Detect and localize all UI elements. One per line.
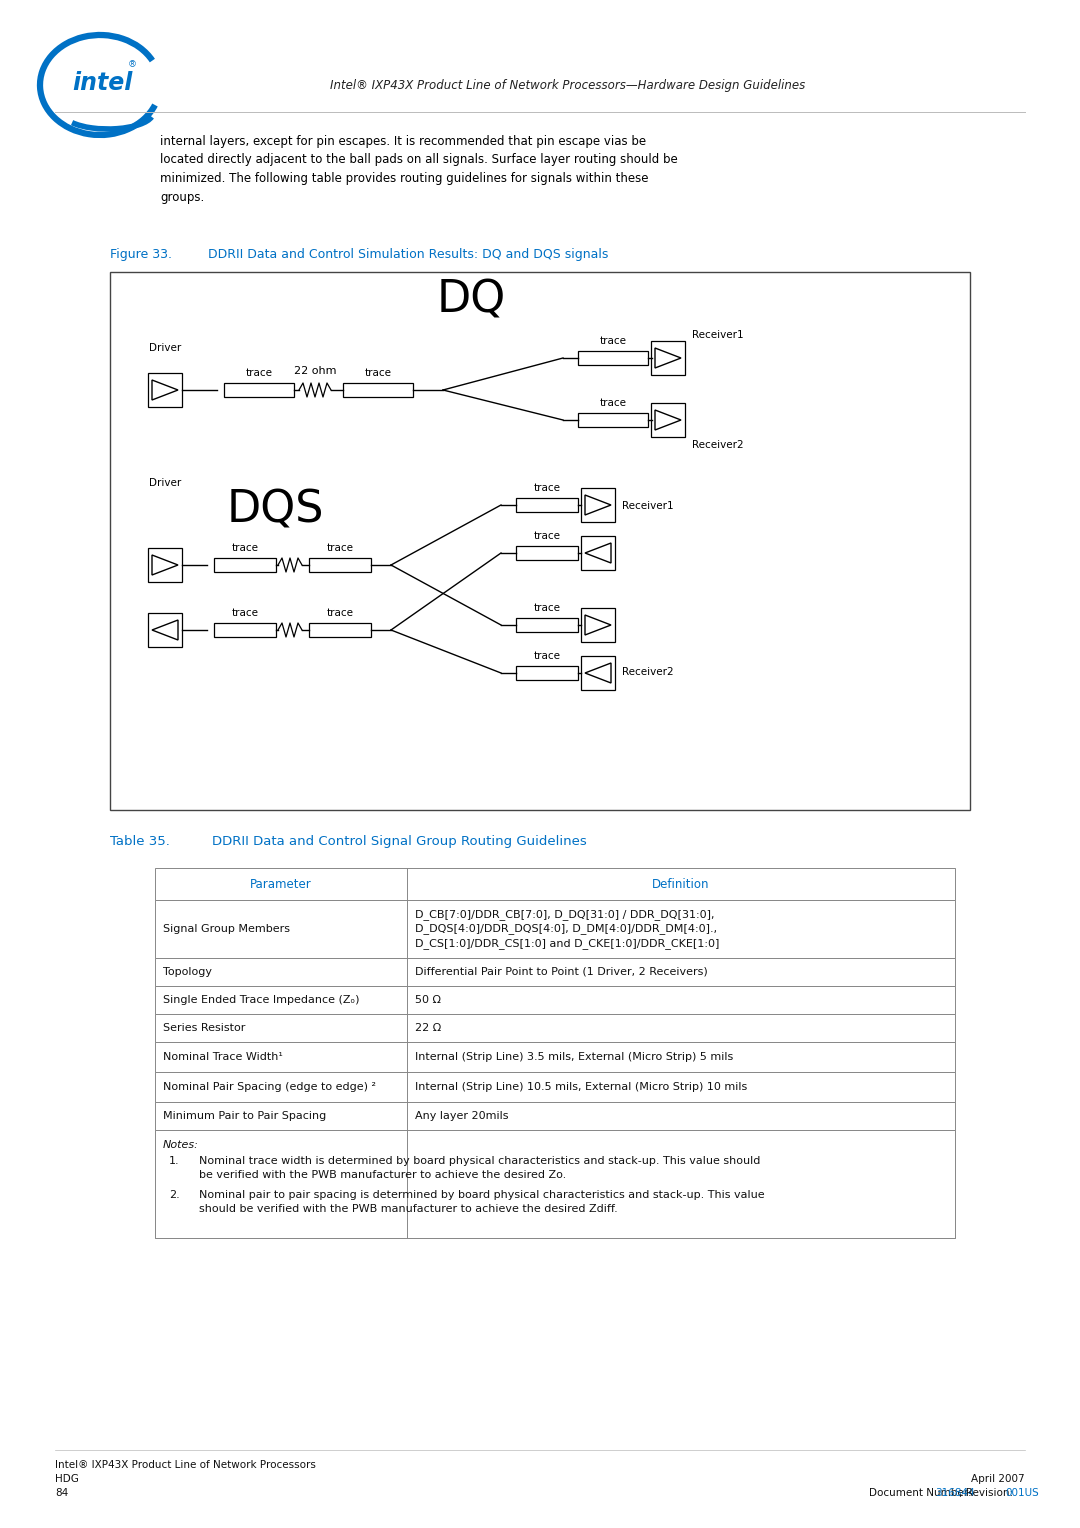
Text: trace: trace (599, 397, 626, 408)
Bar (214, 558, 276, 571)
Bar (581, 608, 615, 642)
Text: Internal (Strip Line) 3.5 mils, External (Micro Strip) 5 mils: Internal (Strip Line) 3.5 mils, External… (415, 1051, 733, 1062)
Text: Any layer 20mils: Any layer 20mils (415, 1111, 509, 1122)
Text: Receiver1: Receiver1 (622, 501, 674, 510)
Bar (148, 373, 183, 406)
Bar (156, 1042, 955, 1073)
Bar (156, 958, 955, 986)
Text: 22 ohm: 22 ohm (294, 367, 336, 376)
Bar (156, 868, 955, 900)
Text: Table 35.: Table 35. (110, 834, 170, 848)
Bar (516, 498, 578, 512)
Text: 84: 84 (55, 1488, 68, 1497)
Text: Topology: Topology (163, 967, 212, 976)
Text: trace: trace (326, 542, 353, 553)
Text: Parameter: Parameter (251, 877, 312, 891)
Text: trace: trace (599, 336, 626, 345)
Text: DQ: DQ (436, 278, 505, 321)
Text: Definition: Definition (652, 877, 710, 891)
Bar (309, 623, 372, 637)
Text: trace: trace (534, 532, 561, 541)
Text: Receiver2: Receiver2 (692, 440, 744, 451)
Bar (148, 613, 183, 646)
Text: 2.: 2. (168, 1190, 179, 1199)
Text: DDRII Data and Control Simulation Results: DQ and DQS signals: DDRII Data and Control Simulation Result… (208, 248, 608, 261)
Text: Receiver1: Receiver1 (692, 330, 744, 341)
Text: DQS: DQS (226, 489, 324, 532)
Bar (110, 272, 970, 810)
Bar (581, 487, 615, 523)
Text: trace: trace (245, 368, 272, 377)
Text: Document Number:: Document Number: (869, 1488, 975, 1497)
Text: trace: trace (534, 604, 561, 613)
Bar (343, 384, 413, 397)
Text: Intel® IXP43X Product Line of Network Processors—Hardware Design Guidelines: Intel® IXP43X Product Line of Network Pr… (330, 78, 806, 92)
Bar (516, 666, 578, 680)
Text: DDRII Data and Control Signal Group Routing Guidelines: DDRII Data and Control Signal Group Rout… (212, 834, 586, 848)
Text: Driver: Driver (149, 478, 181, 487)
Text: Document Number: 316844; Revision: 001US: Document Number: 316844; Revision: 001US (788, 1488, 1025, 1497)
Text: 1.: 1. (168, 1157, 179, 1166)
Text: Minimum Pair to Pair Spacing: Minimum Pair to Pair Spacing (163, 1111, 326, 1122)
Bar (156, 986, 955, 1015)
Text: Nominal Pair Spacing (edge to edge) ²: Nominal Pair Spacing (edge to edge) ² (163, 1082, 376, 1093)
Bar (156, 1131, 955, 1238)
Text: 22 Ω: 22 Ω (415, 1024, 442, 1033)
Bar (309, 558, 372, 571)
Text: trace: trace (231, 542, 258, 553)
Text: Single Ended Trace Impedance (Zₒ): Single Ended Trace Impedance (Zₒ) (163, 995, 360, 1005)
Text: Intel® IXP43X Product Line of Network Processors: Intel® IXP43X Product Line of Network Pr… (55, 1459, 315, 1470)
Text: D_CB[7:0]/DDR_CB[7:0], D_DQ[31:0] / DDR_DQ[31:0],
D_DQS[4:0]/DDR_DQS[4:0], D_DM[: D_CB[7:0]/DDR_CB[7:0], D_DQ[31:0] / DDR_… (415, 909, 719, 949)
Text: ®: ® (127, 61, 136, 69)
Text: Notes:: Notes: (163, 1140, 199, 1151)
Text: Internal (Strip Line) 10.5 mils, External (Micro Strip) 10 mils: Internal (Strip Line) 10.5 mils, Externa… (415, 1082, 747, 1093)
Bar (578, 413, 648, 426)
Bar (156, 1073, 955, 1102)
Bar (578, 351, 648, 365)
Bar (224, 384, 294, 397)
Bar (156, 900, 955, 958)
Text: trace: trace (534, 483, 561, 494)
Text: internal layers, except for pin escapes. It is recommended that pin escape vias : internal layers, except for pin escapes.… (160, 134, 678, 203)
Text: April 2007: April 2007 (971, 1475, 1025, 1484)
Text: ; Revision:: ; Revision: (959, 1488, 1016, 1497)
Bar (516, 617, 578, 633)
Text: 316844: 316844 (935, 1488, 975, 1497)
Bar (651, 341, 685, 374)
Bar (214, 623, 276, 637)
Text: trace: trace (231, 608, 258, 617)
Bar (148, 549, 183, 582)
Bar (516, 545, 578, 559)
Text: 50 Ω: 50 Ω (415, 995, 441, 1005)
Bar (156, 1131, 955, 1238)
Text: Series Resistor: Series Resistor (163, 1024, 245, 1033)
Bar (156, 1015, 955, 1042)
Bar (581, 656, 615, 691)
Text: Differential Pair Point to Point (1 Driver, 2 Receivers): Differential Pair Point to Point (1 Driv… (415, 967, 707, 976)
Text: Driver: Driver (149, 342, 181, 353)
Text: Receiver2: Receiver2 (622, 668, 674, 677)
Text: intel: intel (71, 70, 132, 95)
Text: 001US: 001US (1005, 1488, 1039, 1497)
Text: Signal Group Members: Signal Group Members (163, 924, 291, 934)
Bar (156, 1102, 955, 1131)
Bar (651, 403, 685, 437)
Text: Figure 33.: Figure 33. (110, 248, 172, 261)
Text: HDG: HDG (55, 1475, 79, 1484)
Text: Nominal Trace Width¹: Nominal Trace Width¹ (163, 1051, 283, 1062)
Bar (581, 536, 615, 570)
Text: trace: trace (534, 651, 561, 662)
Text: Nominal pair to pair spacing is determined by board physical characteristics and: Nominal pair to pair spacing is determin… (199, 1190, 765, 1213)
Text: Nominal trace width is determined by board physical characteristics and stack-up: Nominal trace width is determined by boa… (199, 1157, 760, 1180)
Text: trace: trace (365, 368, 391, 377)
Text: trace: trace (326, 608, 353, 617)
